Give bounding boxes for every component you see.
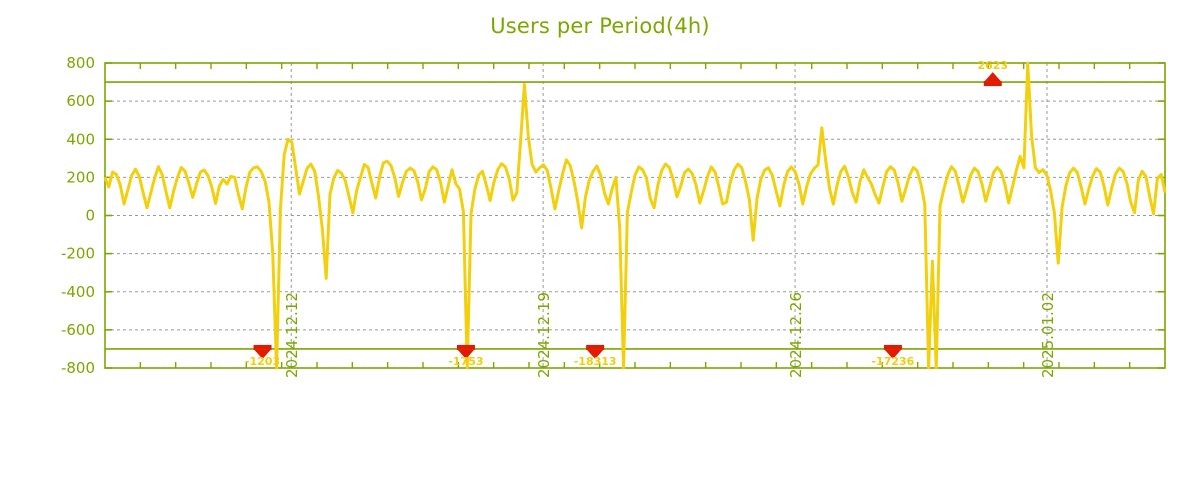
x-axis-tick-labels: 2024.12.12 2024.12.19 2024.12.26 2025.01.02 [283,292,1057,378]
anomaly-marker-bar [456,344,475,350]
y-axis-label: 800 [66,54,95,72]
y-axis-tick-labels: 800 600 400 200 0 -200 -400 -600 -800 [61,54,95,377]
anomaly-marker-down-icon [587,349,604,359]
y-axis-label: 600 [66,92,95,110]
grid-lines [105,63,1165,368]
anomaly-value-label: -1753 [448,355,483,368]
anomaly-marker-down-icon [884,349,901,359]
y-axis-label: -600 [61,321,95,339]
anomaly-annotations: -1203 -1753 -18313 -17236 2623 [245,59,1008,368]
x-axis-ticks [139,63,1131,368]
anomaly-marker-down-icon [254,349,271,359]
anomaly-value-label: -1203 [245,355,280,368]
anomaly-4: -17236 [871,344,915,368]
data-series [103,61,1167,370]
anomaly-marker-down-icon [457,349,474,359]
anomaly-3: -18313 [574,344,617,368]
anomaly-1: -1203 [245,344,280,368]
series-line [103,61,1167,370]
y-axis-label: -400 [61,283,95,301]
anomaly-marker-bar [983,81,1002,87]
chart-title: Users per Period(4h) [490,14,710,38]
x-axis-label: 2024.12.12 [283,292,301,378]
y-axis-label: 200 [66,168,95,186]
x-axis-label: 2024.12.19 [535,292,553,378]
anomaly-value-label: 2623 [977,59,1008,72]
anomaly-value-label: -18313 [574,355,617,368]
y-axis-label: 0 [85,207,95,225]
y-axis-label: -800 [61,359,95,377]
anomaly-marker-up-icon [984,72,1001,82]
y-axis-label: -200 [61,245,95,263]
y-axis-label: 400 [66,130,95,148]
anomaly-marker-bar [883,344,902,350]
anomaly-marker-bar [586,344,605,350]
anomaly-5: 2623 [977,59,1008,87]
anomaly-marker-bar [253,344,272,350]
x-axis-label: 2025.01.02 [1039,292,1057,378]
anomaly-2: -1753 [448,344,484,368]
x-axis-label: 2024.12.26 [787,292,805,378]
anomaly-value-label: -17236 [871,355,914,368]
